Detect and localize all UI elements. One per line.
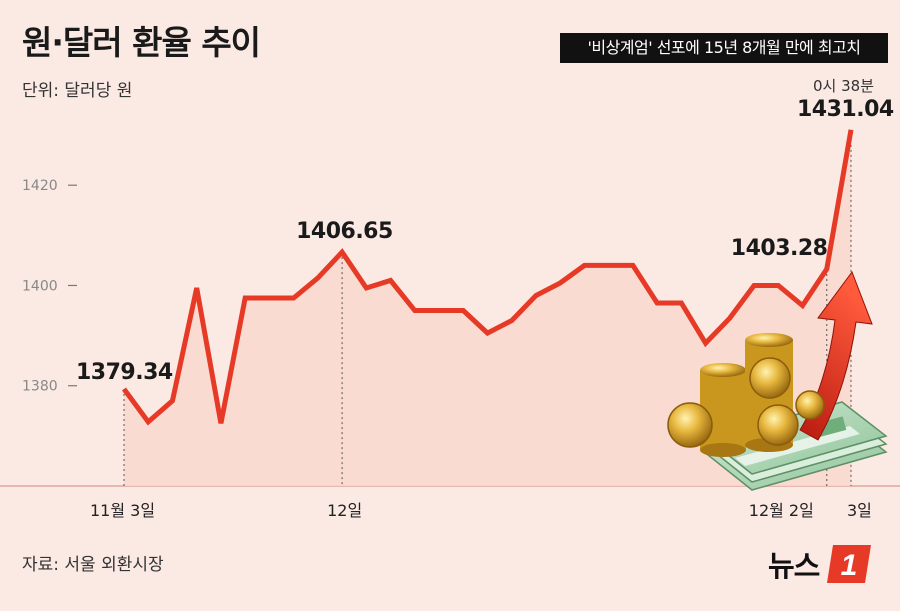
y-tick-label: 1380: [22, 379, 58, 395]
money-illustration: [667, 270, 888, 491]
logo-mark-label: 1: [841, 549, 858, 582]
data-label: 1406.65: [296, 219, 393, 244]
x-tick-label: 12일: [327, 501, 362, 520]
x-tick-label: 3일: [847, 501, 872, 520]
data-label: 1379.34: [76, 360, 173, 385]
news1-logo: 뉴스 1: [768, 541, 873, 587]
data-label: 1431.04: [797, 97, 894, 122]
y-tick-label: 1400: [22, 278, 58, 294]
chart-title: 원·달러 환율 추이: [22, 23, 261, 62]
x-tick-label: 12월 2일: [749, 501, 814, 520]
coin-stack-icon: [667, 333, 825, 457]
banknote-stack-icon: [706, 401, 888, 491]
logo-mark-icon: 1: [827, 545, 872, 583]
y-tick-label: 1420: [22, 178, 58, 194]
series-area: [124, 129, 851, 487]
x-tick-label: 11월 3일: [90, 501, 155, 520]
headline-banner: '비상계엄' 선포에 15년 8개월 만에 최고치: [560, 33, 888, 63]
data-label: 1403.28: [731, 236, 828, 261]
source-label: 자료: 서울 외환시장: [22, 555, 164, 575]
time-note-label: 0시 38분: [813, 77, 874, 95]
unit-label: 단위: 달러당 원: [22, 81, 133, 101]
logo-text: 뉴스: [768, 549, 820, 583]
